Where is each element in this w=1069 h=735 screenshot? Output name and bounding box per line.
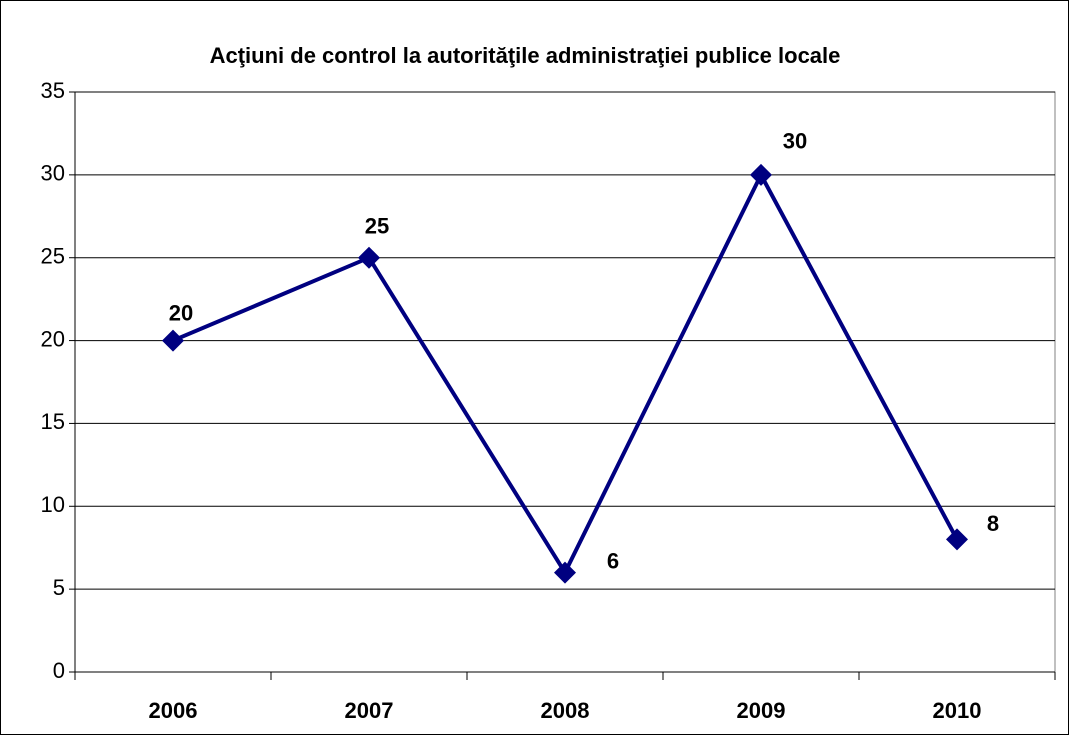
x-tick-label: 2009	[737, 698, 786, 723]
x-tick-label: 2007	[345, 698, 394, 723]
data-label: 6	[607, 548, 619, 573]
x-tick-label: 2008	[541, 698, 590, 723]
y-tick-label: 30	[41, 161, 65, 186]
y-tick-label: 5	[53, 575, 65, 600]
marker	[946, 528, 968, 551]
marker	[554, 561, 576, 584]
marker	[162, 329, 184, 352]
y-tick-label: 15	[41, 409, 65, 434]
y-tick-label: 10	[41, 492, 65, 517]
chart-title: Acţiuni de control la autorităţile admin…	[210, 43, 841, 68]
y-tick-label: 25	[41, 244, 65, 269]
data-label: 25	[365, 214, 389, 239]
data-label: 30	[783, 129, 807, 154]
marker	[750, 163, 772, 186]
x-tick-label: 2010	[933, 698, 982, 723]
marker	[358, 246, 380, 269]
data-label: 8	[987, 511, 999, 536]
plot-area	[74, 91, 1056, 673]
y-tick-label: 0	[53, 658, 65, 683]
y-tick-label: 35	[41, 78, 65, 103]
x-tick-label: 2006	[149, 698, 198, 723]
data-label: 20	[169, 300, 193, 325]
y-tick-label: 20	[41, 326, 65, 351]
